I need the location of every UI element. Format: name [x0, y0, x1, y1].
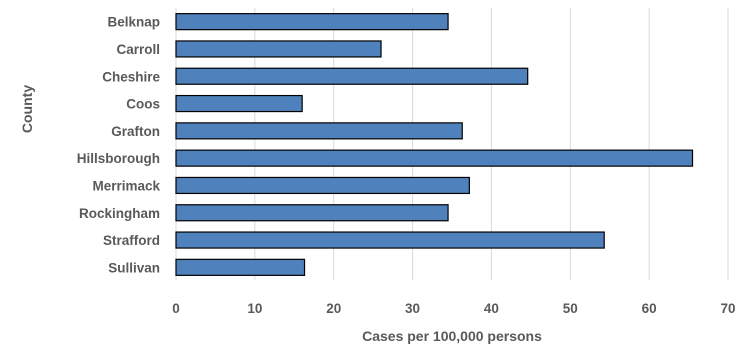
category-label: Cheshire: [102, 69, 160, 84]
bar-hillsborough: [175, 149, 694, 167]
y-axis-title: County: [19, 85, 35, 133]
x-tick-label: 40: [484, 301, 499, 316]
bar-coos: [175, 94, 303, 113]
category-label: Coos: [126, 97, 160, 112]
category-label: Belknap: [107, 15, 160, 30]
x-tick-label: 50: [563, 301, 578, 316]
bar-rockingham: [175, 204, 449, 222]
x-tick-label: 20: [326, 301, 341, 316]
x-tick-label: 30: [405, 301, 420, 316]
x-axis-title: Cases per 100,000 persons: [362, 328, 542, 344]
bar-strafford: [175, 231, 605, 249]
category-label: Grafton: [111, 124, 160, 139]
x-tick-labels: 0 10 20 30 40 50 60 70: [172, 301, 735, 316]
bar-grafton: [175, 122, 463, 140]
x-tick-label: 70: [720, 301, 735, 316]
category-label: Strafford: [103, 233, 160, 248]
bars: [175, 13, 694, 276]
category-labels: Belknap Carroll Cheshire Coos Grafton Hillsbo…: [77, 15, 161, 276]
category-label: Carroll: [116, 42, 160, 57]
bar-carroll: [175, 40, 382, 58]
x-tick-label: 60: [642, 301, 657, 316]
category-label: Rockingham: [79, 206, 160, 221]
bar-belknap: [175, 13, 449, 31]
bar-sullivan: [175, 258, 306, 276]
x-tick-label: 10: [247, 301, 262, 316]
category-label: Sullivan: [108, 260, 160, 275]
category-label: Merrimack: [92, 178, 160, 193]
category-label: Hillsborough: [77, 151, 160, 166]
bar-cheshire: [175, 67, 529, 85]
bar-merrimack: [175, 176, 470, 195]
x-tick-label: 0: [172, 301, 180, 316]
